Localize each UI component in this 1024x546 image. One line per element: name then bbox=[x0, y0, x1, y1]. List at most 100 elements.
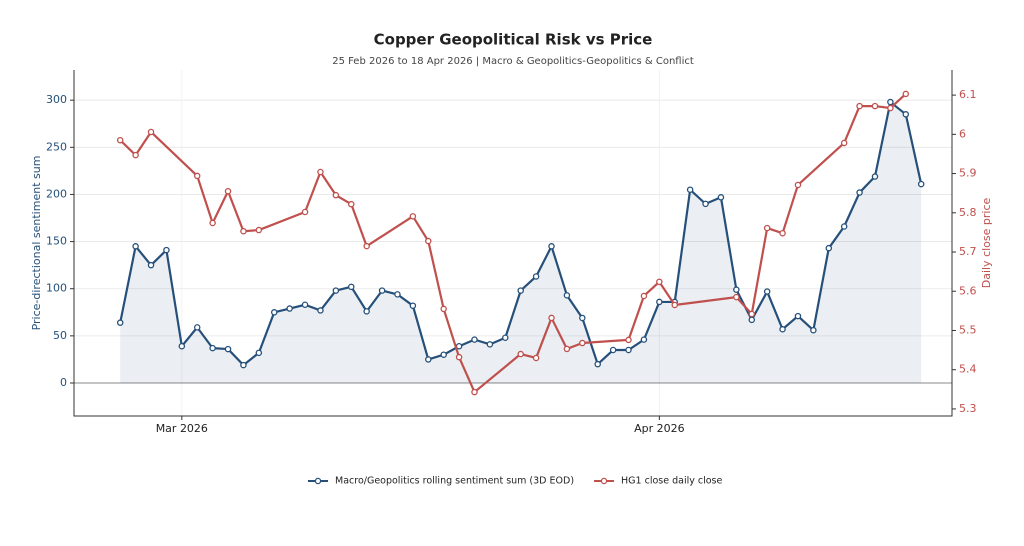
point bbox=[317, 307, 324, 314]
point bbox=[779, 229, 786, 237]
point bbox=[425, 237, 432, 245]
point bbox=[563, 345, 571, 353]
point bbox=[579, 314, 586, 322]
point bbox=[748, 310, 756, 318]
point bbox=[147, 128, 155, 136]
grid bbox=[74, 70, 952, 416]
point bbox=[840, 223, 848, 230]
y-tick-label: 250 bbox=[46, 140, 67, 153]
y2-tick-label: 5.3 bbox=[959, 402, 977, 415]
x-tick-label: Apr 2026 bbox=[634, 422, 685, 435]
point bbox=[486, 341, 494, 348]
point bbox=[871, 102, 879, 110]
y2-tick-label: 5.5 bbox=[959, 323, 977, 336]
point bbox=[440, 305, 447, 313]
point bbox=[656, 298, 663, 306]
point bbox=[332, 287, 340, 294]
point bbox=[378, 287, 386, 294]
point bbox=[779, 326, 786, 333]
y-tick-label: 300 bbox=[46, 93, 67, 106]
y-tick-label: 0 bbox=[60, 376, 67, 389]
y-tick-label: 200 bbox=[46, 187, 67, 200]
point bbox=[902, 90, 910, 98]
point bbox=[763, 288, 771, 295]
point bbox=[887, 98, 894, 106]
legend-marker bbox=[600, 477, 608, 485]
point bbox=[702, 200, 709, 208]
point bbox=[132, 243, 139, 250]
point bbox=[548, 243, 555, 250]
y2-tick-label: 5.9 bbox=[959, 167, 977, 180]
point bbox=[163, 246, 170, 254]
chart-title: Copper Geopolitical Risk vs Price bbox=[374, 31, 653, 49]
point bbox=[224, 187, 232, 195]
point bbox=[563, 292, 571, 299]
point bbox=[394, 291, 401, 298]
area bbox=[120, 102, 922, 384]
point bbox=[517, 287, 524, 294]
axes-frame bbox=[73, 70, 953, 417]
point bbox=[717, 194, 725, 201]
point bbox=[363, 308, 370, 315]
point bbox=[255, 349, 263, 357]
point bbox=[856, 189, 863, 196]
y2-axis-label: Daily close price bbox=[980, 198, 993, 289]
point bbox=[224, 345, 232, 353]
point bbox=[209, 344, 216, 352]
legend-label: Macro/Geopolitics rolling sentiment sum … bbox=[335, 476, 574, 487]
point bbox=[317, 168, 324, 176]
chart-subtitle: 25 Feb 2026 to 18 Apr 2026 | Macro & Geo… bbox=[332, 56, 694, 67]
y-tick-label: 100 bbox=[46, 282, 67, 295]
point bbox=[532, 354, 540, 362]
y2-tick-label: 6.1 bbox=[959, 88, 977, 101]
point bbox=[132, 151, 139, 159]
y2-tick-label: 5.7 bbox=[959, 245, 977, 258]
point bbox=[240, 227, 247, 235]
point bbox=[532, 273, 540, 280]
point bbox=[840, 139, 848, 147]
point bbox=[409, 213, 417, 220]
point bbox=[671, 301, 678, 309]
point bbox=[640, 292, 648, 300]
point bbox=[748, 316, 756, 324]
point bbox=[301, 208, 309, 216]
point bbox=[902, 111, 910, 118]
point bbox=[856, 102, 863, 110]
point bbox=[625, 336, 632, 344]
y2-tick-label: 6 bbox=[959, 127, 966, 140]
point bbox=[440, 351, 447, 358]
point bbox=[594, 360, 601, 368]
point bbox=[425, 356, 432, 363]
point bbox=[517, 350, 524, 358]
point bbox=[348, 283, 355, 291]
y-tick-label: 150 bbox=[46, 235, 67, 248]
y-tick-label: 50 bbox=[53, 329, 67, 342]
point bbox=[348, 200, 355, 208]
point bbox=[116, 319, 124, 326]
point bbox=[240, 361, 247, 369]
point bbox=[686, 186, 694, 193]
point bbox=[794, 312, 802, 320]
y-axis-label: Price-directional sentiment sum bbox=[30, 156, 43, 331]
point bbox=[193, 172, 201, 180]
point bbox=[794, 181, 802, 189]
point bbox=[656, 278, 663, 286]
point bbox=[301, 301, 309, 309]
point bbox=[733, 293, 740, 301]
point bbox=[178, 342, 186, 350]
point bbox=[825, 244, 833, 252]
point bbox=[286, 305, 293, 312]
point bbox=[887, 104, 894, 112]
point bbox=[332, 191, 340, 199]
point bbox=[640, 336, 648, 343]
legend-label: HG1 close daily close bbox=[621, 476, 722, 487]
y2-tick-label: 5.8 bbox=[959, 206, 977, 219]
y2-tick-label: 5.6 bbox=[959, 284, 977, 297]
point bbox=[810, 326, 817, 334]
point bbox=[147, 261, 155, 269]
point bbox=[763, 224, 771, 232]
point bbox=[455, 353, 463, 361]
point bbox=[270, 309, 278, 316]
point bbox=[625, 346, 632, 354]
